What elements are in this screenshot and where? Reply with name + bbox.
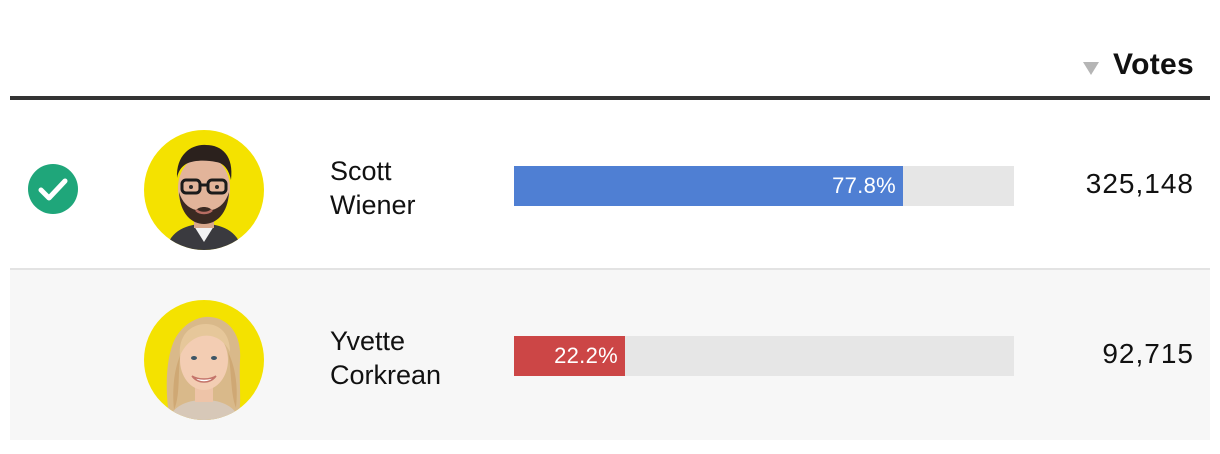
- candidate-first-name: Yvette: [330, 326, 406, 356]
- candidate-name: Scott Wiener: [330, 154, 416, 222]
- vote-count: 325,148: [1085, 168, 1194, 199]
- candidate-first-name: Scott: [330, 156, 392, 186]
- results-header: Votes: [10, 0, 1210, 100]
- votes-sort-control[interactable]: Votes: [1083, 48, 1194, 82]
- vote-share-percent: 77.8%: [832, 173, 896, 198]
- election-results-table: Votes: [10, 0, 1210, 454]
- candidate-avatar: [144, 130, 264, 250]
- candidate-row: Yvette Corkrean 22.2% 92,715: [10, 270, 1210, 440]
- candidate-last-name: Corkrean: [330, 360, 442, 390]
- vote-share-fill: 22.2%: [514, 336, 625, 376]
- vote-share-fill: 77.8%: [514, 166, 903, 206]
- vote-share-bar: 22.2%: [514, 336, 1014, 376]
- vote-share-bar: 77.8%: [514, 166, 1014, 206]
- vote-share-percent: 22.2%: [554, 343, 618, 368]
- candidate-row: Scott Wiener 77.8% 325,148: [10, 100, 1210, 270]
- candidate-name: Yvette Corkrean: [330, 324, 441, 392]
- candidate-avatar: [144, 300, 264, 420]
- candidate-last-name: Wiener: [330, 190, 416, 220]
- votes-column-header[interactable]: Votes: [1113, 48, 1194, 81]
- vote-count: 92,715: [1102, 338, 1194, 369]
- winner-check-icon: [28, 164, 78, 214]
- sort-descending-icon[interactable]: [1083, 61, 1100, 75]
